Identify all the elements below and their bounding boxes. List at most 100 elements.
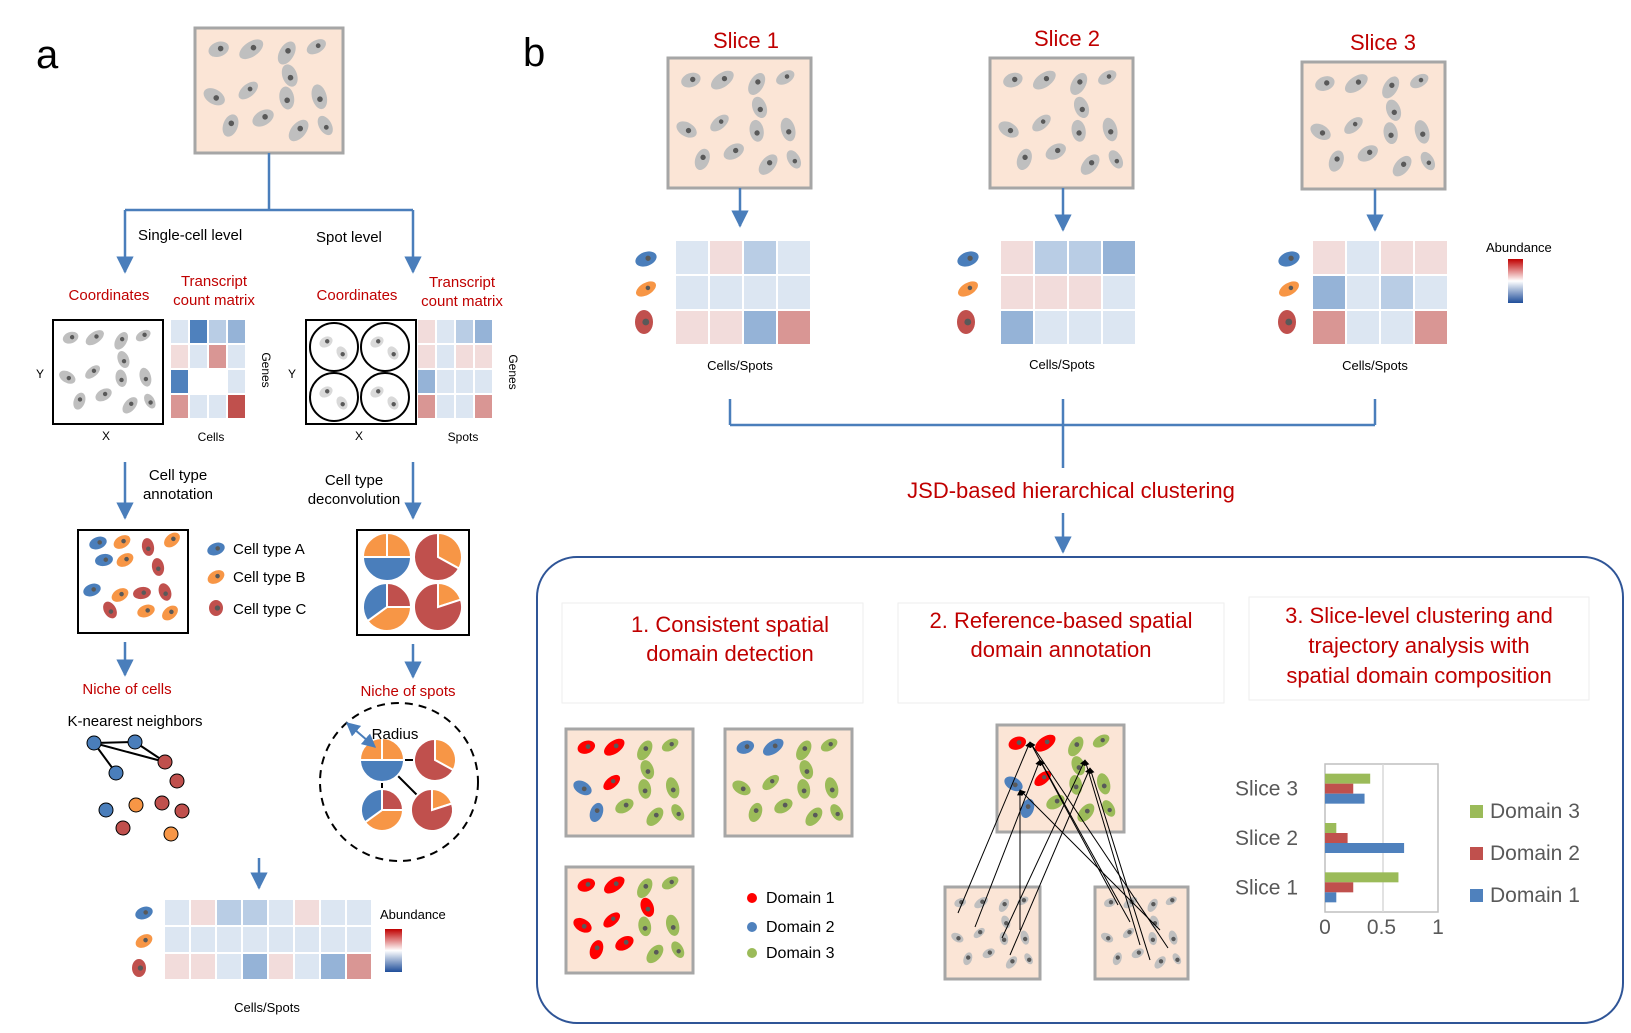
cell xyxy=(1357,145,1378,162)
cell-nucleus xyxy=(214,605,221,611)
cell-nucleus xyxy=(1150,937,1156,943)
cell-nucleus xyxy=(980,899,985,904)
matrix-cell xyxy=(676,276,708,309)
cell-nucleus xyxy=(753,808,759,813)
matrix-cell xyxy=(269,954,293,979)
mapping-arrow xyxy=(1083,759,1141,946)
cell-nucleus xyxy=(594,808,600,813)
chart-legend: Domain 3 Domain 2 Domain 1 xyxy=(1470,800,1580,907)
legend-swatch xyxy=(1470,889,1483,902)
single-cell-level-label: Single-cell level xyxy=(138,227,242,244)
cell xyxy=(1045,143,1066,160)
cell-nucleus xyxy=(137,965,144,971)
cell-nucleus xyxy=(643,746,649,751)
cell xyxy=(288,119,309,142)
cell xyxy=(1310,123,1331,141)
cell xyxy=(141,538,155,556)
transcript-label-left-2: count matrix xyxy=(173,292,255,309)
matrix-cell xyxy=(1347,276,1379,309)
cell-nucleus xyxy=(718,119,724,124)
cell xyxy=(1385,99,1402,121)
matrix-cell xyxy=(165,954,189,979)
cell-nucleus xyxy=(782,802,788,808)
cell xyxy=(820,738,838,752)
cell-nucleus xyxy=(1367,149,1373,156)
knn-node xyxy=(108,765,124,781)
cell-nucleus xyxy=(285,48,291,54)
cell xyxy=(1024,953,1033,965)
cell-nucleus xyxy=(97,540,102,545)
cell-nucleus xyxy=(700,154,706,160)
knn-node xyxy=(154,795,170,811)
knn-node xyxy=(127,734,143,750)
cell xyxy=(1344,117,1363,134)
spot-circle xyxy=(360,322,410,372)
niche-of-spots-label: Niche of spots xyxy=(360,683,455,700)
pie-slice xyxy=(413,737,455,782)
spot-level-label: Spot level xyxy=(316,229,382,246)
slice-cells xyxy=(676,70,1436,177)
matrix-cell xyxy=(191,954,215,979)
axis-x-right: X xyxy=(355,429,363,443)
panel-a-letter: a xyxy=(36,33,59,77)
count-matrix-spots xyxy=(418,320,492,418)
matrix-cell xyxy=(418,320,435,343)
cell-nucleus xyxy=(1007,127,1014,134)
cell xyxy=(1004,776,1023,792)
cell xyxy=(763,738,784,756)
cell-nucleus xyxy=(340,352,345,357)
cell xyxy=(1068,736,1084,757)
cell-nucleus xyxy=(585,882,591,887)
matrix-cell xyxy=(456,345,473,368)
mapping-arrow xyxy=(1088,767,1151,961)
cell-nucleus xyxy=(323,124,329,130)
cell xyxy=(203,88,225,106)
pie-slice xyxy=(413,581,463,632)
knn-graph xyxy=(86,734,190,842)
bar-domain-3 xyxy=(1325,872,1399,883)
cell xyxy=(1003,72,1023,88)
cell xyxy=(111,588,129,602)
cell xyxy=(1034,770,1052,787)
matrix-cell xyxy=(710,276,742,309)
genes-label-left: Genes xyxy=(259,352,273,387)
cell xyxy=(999,931,1009,946)
cell-nucleus xyxy=(1076,130,1082,136)
niche-of-cells-label: Niche of cells xyxy=(82,681,171,698)
step-2-title-1: 2. Reference-based spatial xyxy=(930,608,1193,633)
matrix-cell xyxy=(1001,311,1033,344)
matrix-cell xyxy=(347,900,371,925)
cell-nucleus xyxy=(670,787,676,793)
annotation-label-2: annotation xyxy=(143,486,213,503)
cell-nucleus xyxy=(1004,921,1009,926)
matrix-cell xyxy=(475,345,492,368)
domain-legend: Domain 1 Domain 2 Domain 3 xyxy=(747,890,835,962)
cell xyxy=(116,553,134,567)
cell xyxy=(135,906,153,920)
matrix-cell xyxy=(171,345,188,368)
cell-nucleus xyxy=(1025,804,1031,809)
cell xyxy=(982,948,995,959)
cell xyxy=(95,388,112,402)
matrix-cell xyxy=(1347,241,1379,274)
abundance-gradient-b xyxy=(1508,259,1523,303)
cell xyxy=(1112,952,1122,966)
cell-nucleus xyxy=(1151,901,1156,907)
cell xyxy=(222,114,239,137)
cell-nucleus xyxy=(653,812,659,818)
cell xyxy=(1279,281,1299,297)
knn-node xyxy=(115,820,131,836)
cells-spots-label-s3: Cells/Spots xyxy=(1342,358,1408,373)
slice-cell-type-icons xyxy=(635,251,1300,334)
cell-nucleus xyxy=(1108,129,1114,135)
cell-nucleus xyxy=(1043,75,1050,82)
cells-spots-label-s2: Cells/Spots xyxy=(1029,357,1095,372)
cell-nucleus xyxy=(792,158,798,164)
matrix-cell xyxy=(295,954,319,979)
cell xyxy=(636,281,656,297)
cell xyxy=(1080,154,1100,175)
matrix-cell xyxy=(437,320,454,343)
matrix-cell xyxy=(347,927,371,952)
cell-nucleus xyxy=(611,916,616,921)
cell xyxy=(824,777,839,799)
